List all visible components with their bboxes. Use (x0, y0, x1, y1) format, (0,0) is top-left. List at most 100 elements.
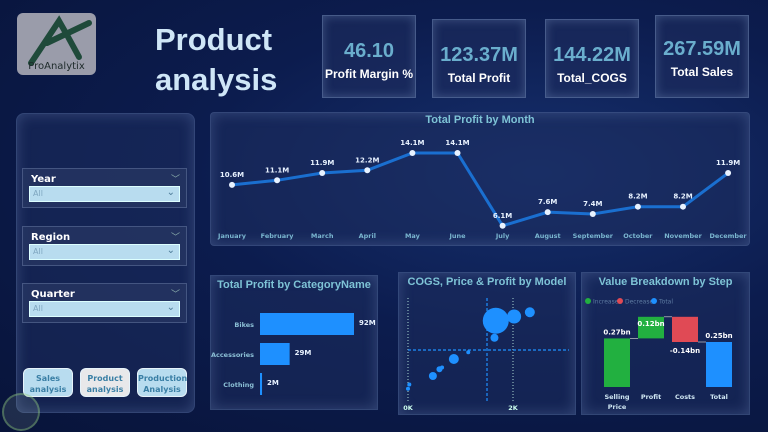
kpi-profit-margin: 46.10 Profit Margin % (322, 15, 416, 98)
data-label: 10.6M (220, 171, 244, 179)
scatter-point (406, 386, 410, 391)
category-label: Accessories (211, 351, 254, 359)
scatter-svg: 0K 2K (403, 298, 569, 412)
waterfall-bar (672, 316, 698, 342)
chart-title: COGS, Price & Profit by Model (407, 276, 567, 288)
category-label: Clothing (223, 381, 254, 389)
data-point (725, 170, 732, 177)
step-label: Costs (675, 393, 695, 401)
month-tick-label: January (217, 232, 247, 240)
bar-value-label: 29M (295, 349, 312, 357)
page-title-line1: Product (155, 22, 273, 57)
region-dropdown[interactable]: All ⌄ (29, 244, 180, 260)
quarter-dropdown[interactable]: All ⌄ (29, 301, 180, 317)
scatter-point (428, 372, 437, 380)
scatter-point (507, 309, 522, 324)
quarter-slicer: Quarter ﹀ All ⌄ (22, 283, 187, 323)
data-label: 8.2M (628, 193, 647, 201)
step-label: Selling (604, 393, 629, 401)
chart-title: Value Breakdown by Step (598, 276, 733, 288)
legend-marker (617, 298, 623, 304)
data-label: 11.1M (265, 166, 289, 174)
waterfall-bar (638, 316, 664, 339)
kpi-label: Total Profit (447, 71, 511, 85)
data-label: 7.4M (583, 200, 602, 208)
month-tick-label: December (710, 232, 748, 240)
month-tick-label: August (535, 232, 561, 240)
nav-label: Analysis (143, 385, 181, 394)
year-slicer: Year ﹀ All ⌄ (22, 168, 187, 208)
chevron-down-icon[interactable]: ﹀ (170, 175, 180, 185)
chevron-down-icon: ⌄ (166, 302, 175, 313)
nav-label: Product (87, 374, 123, 383)
kpi-total-sales: 267.59M Total Sales (655, 15, 749, 98)
data-label: 6.1M (493, 212, 512, 220)
step-label: Price (608, 403, 627, 411)
x-tick-label: 2K (508, 404, 519, 412)
month-tick-label: November (664, 232, 702, 240)
chevron-down-icon: ⌄ (166, 187, 175, 198)
kpi-value: 46.10 (343, 40, 395, 62)
data-label: 11.9M (716, 159, 740, 167)
step-label: Total (710, 393, 728, 401)
slicer-label: Quarter (31, 289, 75, 300)
category-bar (260, 313, 354, 335)
data-point (229, 181, 235, 188)
waterfall-bar (604, 338, 630, 387)
data-point (589, 210, 596, 217)
chevron-down-icon[interactable]: ﹀ (170, 290, 180, 300)
x-tick-label: 0K (403, 404, 414, 412)
kpi-label: Total Sales (670, 65, 734, 79)
data-point (364, 167, 371, 174)
profit-line (231, 151, 729, 228)
legend-label: Total (658, 299, 673, 306)
data-label: 7.6M (538, 198, 557, 206)
nav-product-analysis[interactable]: Product analysis (80, 368, 130, 397)
month-tick-label: April (359, 232, 376, 240)
logo-text: ProAnalytix (28, 61, 85, 72)
region-slicer: Region ﹀ All ⌄ (22, 226, 187, 266)
dropdown-value: All (33, 189, 43, 198)
kpi-total-profit: 123.37M Total Profit (432, 19, 526, 98)
chevron-down-icon: ⌄ (166, 245, 175, 256)
logo: ProAnalytix (17, 13, 96, 75)
category-bar (260, 343, 290, 365)
dropdown-value: All (33, 247, 43, 256)
nav-production-analysis[interactable]: Production Analysis (137, 368, 187, 397)
data-label: 12.2M (355, 156, 379, 164)
scatter-point (482, 307, 509, 334)
value-label: 0.12bn (637, 320, 664, 328)
step-label: Profit (641, 393, 661, 401)
data-point (274, 177, 281, 184)
kpi-label: Profit Margin % (324, 67, 413, 81)
year-dropdown[interactable]: All ⌄ (29, 186, 180, 202)
chevron-down-icon[interactable]: ﹀ (170, 233, 180, 243)
nav-label: Production (138, 374, 188, 383)
profit-by-category-chart: Total Profit by CategoryName Bikes 92M Acc… (210, 275, 378, 410)
data-label: 11.9M (310, 159, 334, 167)
scatter-point (490, 333, 499, 342)
value-label: 0.25bn (705, 332, 732, 340)
bar-chart-svg: Bikes 92M Accessories 29M Clothing 2M (211, 313, 376, 395)
month-tick-label: October (623, 232, 653, 240)
data-label: 14.1M (400, 139, 424, 147)
logo-mark-icon (28, 15, 92, 66)
chart-title: Total Profit by Month (425, 114, 535, 126)
legend-label: Increase (593, 299, 619, 306)
watermark-logo (2, 393, 40, 431)
data-point (544, 209, 551, 216)
nav-sales-analysis[interactable]: Sales analysis (23, 368, 73, 397)
bar-value-label: 92M (359, 319, 376, 327)
page-title: Product analysis (155, 20, 277, 100)
kpi-value: 267.59M (663, 38, 741, 60)
data-label: 14.1M (445, 139, 469, 147)
bar-value-label: 2M (267, 379, 279, 387)
month-tick-label: May (405, 232, 421, 240)
chart-title: Total Profit by CategoryName (217, 279, 371, 291)
scatter-point (448, 354, 459, 364)
legend-label: Decrease (625, 299, 653, 306)
waterfall-chart: Value Breakdown by Step Increase Decrease… (581, 272, 750, 415)
data-point (454, 150, 461, 156)
value-label: 0.27bn (603, 328, 630, 336)
data-label: 8.2M (673, 193, 692, 201)
